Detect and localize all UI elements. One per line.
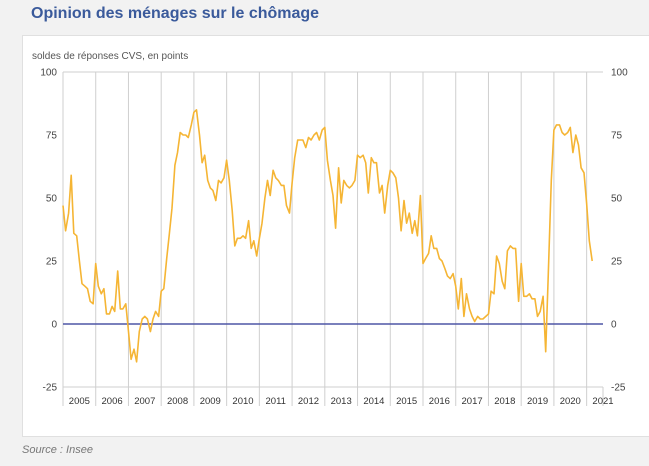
gridlines [62, 71, 604, 406]
y-tick-label-left: 25 [46, 257, 58, 268]
x-tick-label: 2011 [266, 396, 286, 407]
x-tick-label: 2019 [527, 396, 548, 407]
x-tick-label: 2017 [462, 396, 483, 407]
y-tick-label-right: -25 [611, 383, 626, 394]
axis-ticks: 2005 2006 2007 2008 2009 2010 2011 2012 2013 2014… [40, 68, 628, 408]
y-tick-label-right: 100 [611, 68, 628, 79]
series-layer [62, 109, 603, 363]
x-tick-label: 2018 [494, 396, 515, 407]
x-tick-label: 2010 [232, 396, 253, 407]
x-tick-label: 2007 [134, 396, 155, 407]
x-tick-label: 2008 [167, 396, 188, 407]
x-tick-label: 2006 [102, 396, 123, 407]
y-tick-label-left: 100 [40, 68, 57, 79]
y-tick-label-right: 75 [611, 131, 623, 142]
x-tick-label: 2015 [396, 396, 417, 407]
x-tick-label: 2013 [331, 396, 352, 407]
x-tick-label: 2016 [429, 396, 450, 407]
x-tick-label: 2012 [298, 396, 319, 407]
x-tick-label: 2009 [200, 396, 221, 407]
x-tick-label: 2021 [592, 396, 613, 407]
y-tick-label-left: 75 [46, 131, 58, 142]
y-tick-label-right: 50 [611, 194, 623, 205]
source-note: Source : Insee [22, 444, 93, 456]
y-axis-label: soldes de réponses CVS, en points [32, 51, 188, 62]
x-tick-label: 2020 [560, 396, 581, 407]
y-tick-label-left: 0 [51, 320, 57, 331]
x-tick-label: 2014 [363, 396, 384, 407]
x-tick-label: 2005 [69, 396, 90, 407]
page-title: Opinion des ménages sur le chômage [31, 5, 320, 22]
line-chart: soldes de réponses CVS, en points 2005 20… [32, 51, 628, 408]
y-tick-label-left: -25 [43, 383, 58, 394]
series-line [62, 109, 593, 363]
y-tick-label-right: 25 [611, 257, 623, 268]
y-tick-label-right: 0 [611, 320, 617, 331]
y-tick-label-left: 50 [46, 194, 58, 205]
chart-card: soldes de réponses CVS, en points 2005 20… [22, 35, 649, 437]
